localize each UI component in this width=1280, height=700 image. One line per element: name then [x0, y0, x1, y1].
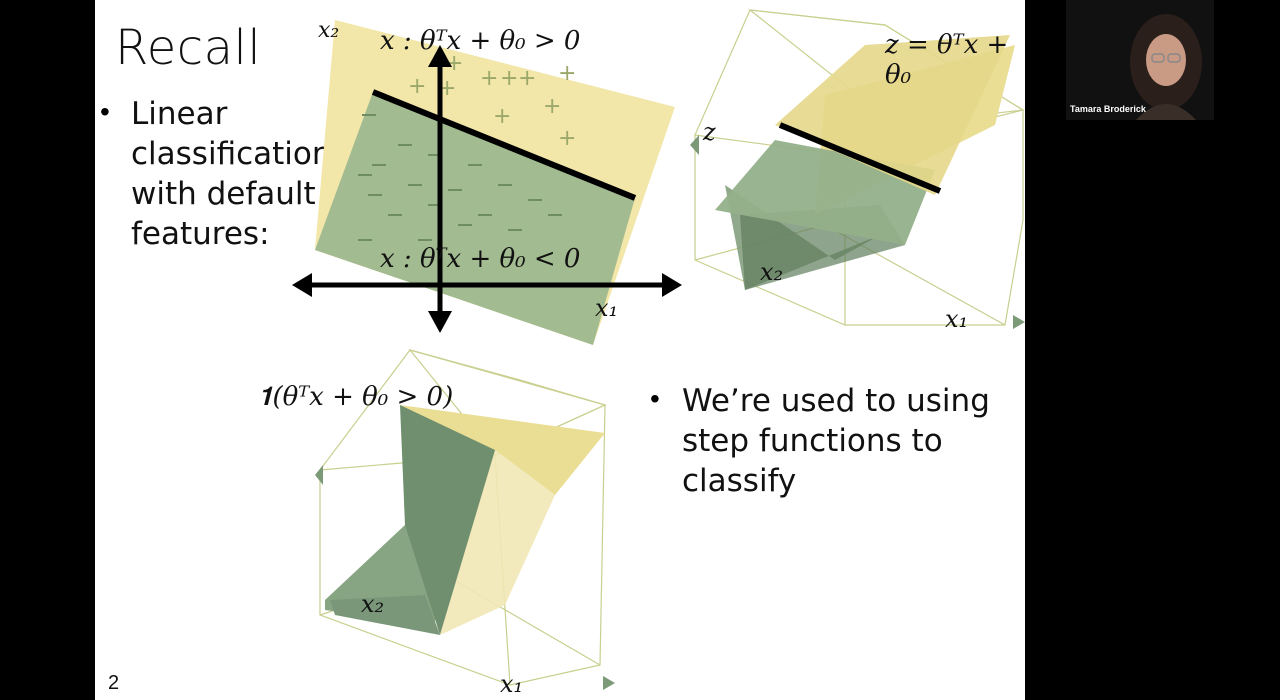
slide: Recall • Linear classification with defa… — [95, 0, 1025, 700]
x2-axis-label: x₂ — [318, 18, 340, 43]
svg-text:+: + — [408, 74, 426, 99]
x1-axis-arrow-right — [662, 273, 682, 297]
bullet-line: with default — [131, 176, 316, 212]
svg-text:+: + — [438, 76, 456, 101]
step-high-plateau — [400, 405, 605, 495]
decision-boundary — [371, 89, 637, 201]
step-high-plateau-front — [440, 450, 555, 635]
zero-crossing-line — [778, 122, 942, 194]
svg-text:+: + — [543, 94, 561, 119]
step-transition-wall — [400, 405, 500, 635]
bullet-line: step functions to — [682, 423, 943, 459]
svg-text:+: + — [480, 66, 498, 91]
participant-video-tile[interactable]: Tamara Broderick — [1066, 0, 1214, 120]
slide-title: Recall — [115, 20, 262, 76]
surface-label: z = θᵀx + θ₀ — [885, 30, 1009, 90]
z-surface-front — [775, 35, 1010, 195]
x2-axis-label: x₂ — [361, 590, 385, 618]
negative-region-label: x : θᵀx + θ₀ < 0 — [380, 244, 581, 274]
bullet-step-functions: We’re used to using step functions to cl… — [682, 381, 990, 501]
bullet-line: Linear — [131, 96, 228, 132]
z-axis-label: z — [703, 118, 716, 146]
step-function-label: 𝟏(θᵀx + θ₀ > 0) — [258, 382, 454, 412]
participant-avatar — [1066, 0, 1214, 120]
minus-markers — [358, 114, 562, 241]
positive-region-label: x : θᵀx + θ₀ > 0 — [380, 26, 581, 56]
bullet-marker: • — [100, 96, 110, 127]
step-low-plateau-shade — [330, 595, 440, 635]
x1-axis-arrow-left — [292, 273, 312, 297]
svg-text:+: + — [445, 51, 463, 76]
participant-name: Tamara Broderick — [1070, 104, 1146, 114]
x1-axis-arrow-icon — [1013, 315, 1025, 329]
x2-axis-label: x₂ — [760, 258, 784, 286]
svg-text:+: + — [500, 66, 518, 91]
x1-axis-label: x₁ — [945, 305, 969, 333]
plus-markers: ++ + + ++ ++ + + — [408, 51, 576, 151]
page-number: 2 — [108, 672, 120, 694]
step-function-3d-plot — [315, 348, 615, 690]
z-axis-arrow-icon — [690, 135, 699, 155]
linear-surface-3d-plot — [690, 9, 1025, 329]
bullet-line: features: — [131, 216, 270, 252]
bullet-line: We’re used to using — [682, 383, 990, 419]
svg-text:+: + — [493, 104, 511, 129]
x2-axis-arrow-down — [428, 311, 452, 333]
bullet-marker: • — [650, 383, 660, 414]
bullet-linear-classification: Linear classification with default featu… — [131, 94, 332, 254]
x1-axis-label: x₁ — [500, 670, 524, 698]
x1-axis-arrow-icon — [603, 676, 615, 690]
x1-axis-label: x₁ — [595, 294, 619, 322]
svg-text:+: + — [518, 66, 536, 91]
svg-text:+: + — [558, 126, 576, 151]
bullet-line: classification — [131, 136, 332, 172]
classification-plot-2d: ++ + + ++ ++ + + — [292, 20, 682, 345]
svg-text:+: + — [558, 61, 576, 86]
bullet-line: classify — [682, 463, 797, 499]
negative-region — [315, 92, 635, 345]
x2-axis-arrow-up — [428, 45, 452, 67]
z-axis-arrow-icon — [315, 465, 323, 485]
